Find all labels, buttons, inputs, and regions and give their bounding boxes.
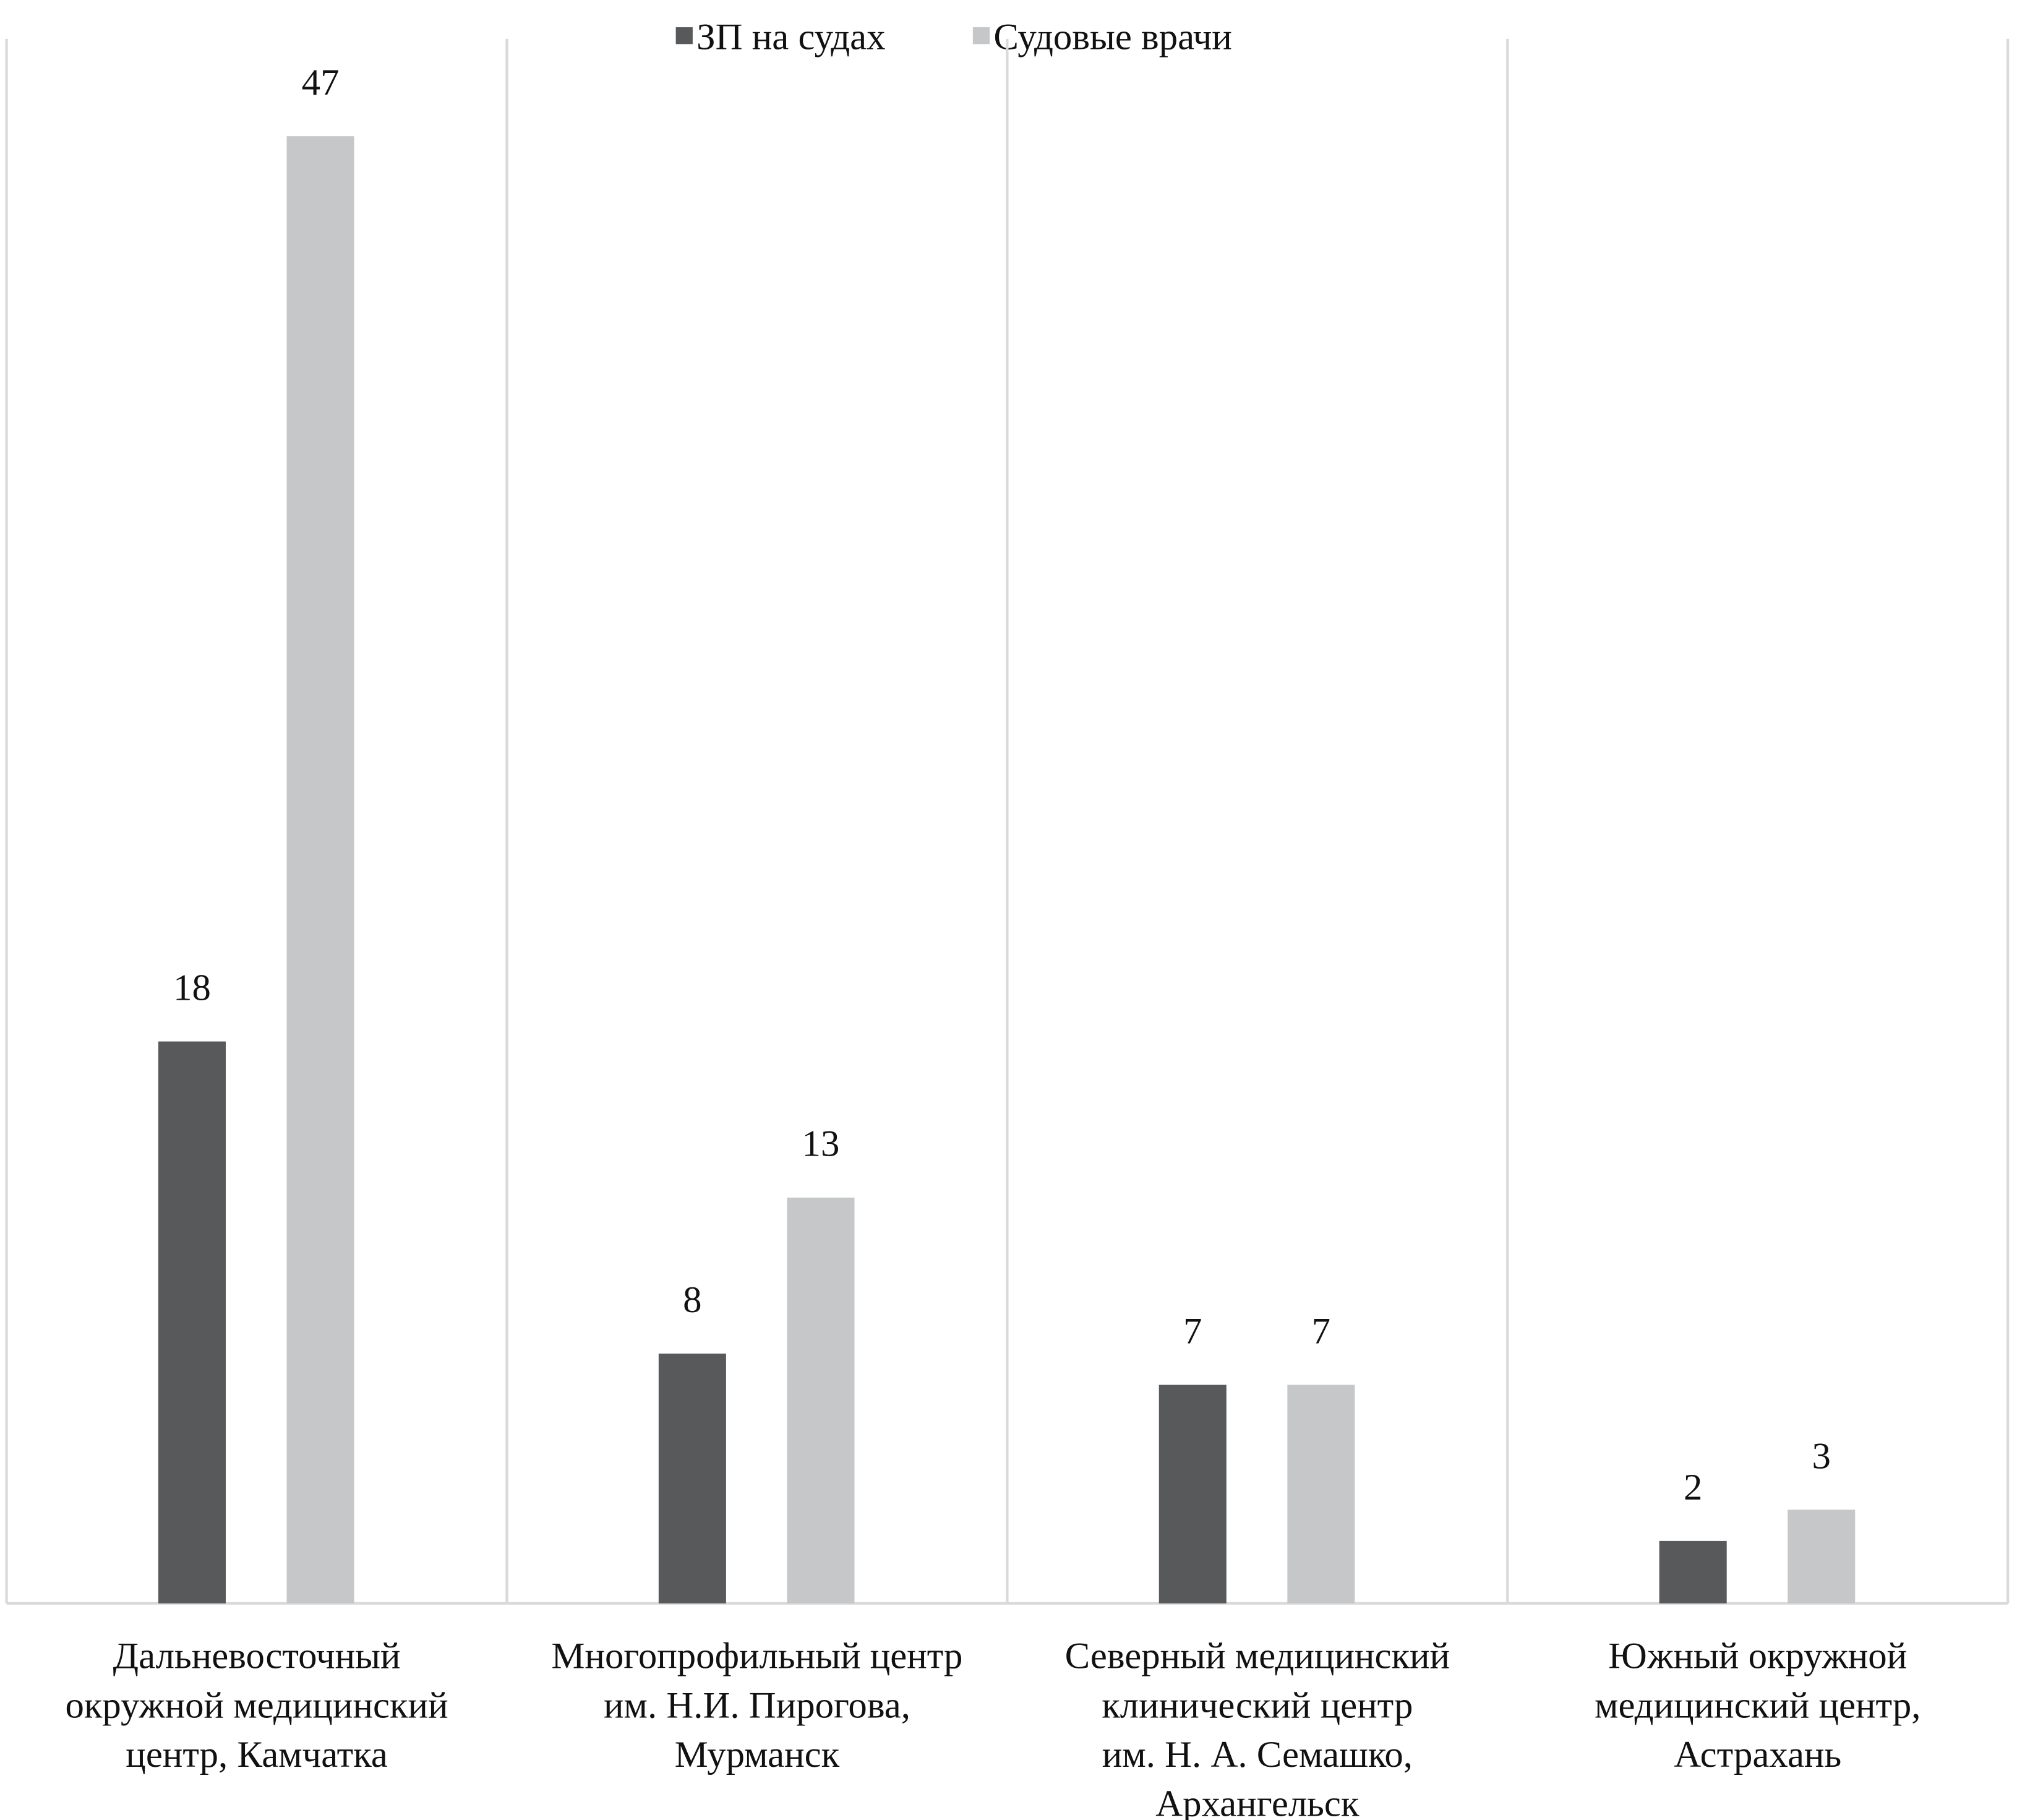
legend-swatch: [675, 27, 693, 45]
x-tick-label-line: клинический центр: [1102, 1685, 1413, 1726]
data-label: 8: [683, 1279, 701, 1321]
x-tick-label-line: Дальневосточный: [113, 1636, 401, 1677]
legend-label: ЗП на судах: [696, 17, 885, 58]
bar-zp: [658, 1354, 726, 1603]
x-tick-label: Многопрофильный центр им. Н.И. Пирогова, М…: [551, 1636, 962, 1775]
x-tick-label: Северный медицинский клинический центр им.…: [1065, 1636, 1450, 1820]
legend-swatch: [972, 27, 990, 45]
x-tick-label-line: Астрахань: [1674, 1734, 1841, 1775]
x-tick-label-line: Южный окружной: [1608, 1636, 1907, 1677]
bar-doctors: [787, 1197, 855, 1603]
x-tick-label-line: им. Н.И. Пирогова,: [604, 1685, 910, 1726]
bar-zp: [1158, 1384, 1227, 1603]
bar-zp: [158, 1041, 226, 1603]
data-label: 3: [1812, 1435, 1831, 1477]
x-tick-label: Дальневосточный окружной медицинский центр…: [65, 1636, 448, 1775]
x-tick-label-line: медицинский центр,: [1595, 1685, 1921, 1726]
x-tick-label-line: окружной медицинский: [65, 1685, 448, 1726]
bar-zp: [1659, 1540, 1727, 1603]
x-tick-label-line: Многопрофильный центр: [551, 1636, 962, 1677]
bar-doctors: [1287, 1384, 1355, 1603]
x-tick-label-line: Мурманск: [675, 1734, 840, 1775]
data-label: 13: [802, 1123, 840, 1165]
legend: ЗП на судах Судовые врачи: [675, 17, 1232, 58]
bar-doctors: [1788, 1509, 1856, 1603]
bars: [158, 136, 1856, 1603]
x-tick-label-line: центр, Камчатка: [126, 1734, 388, 1775]
x-tick-label-line: Архангельск: [1155, 1784, 1360, 1820]
x-tick-labels: Дальневосточный окружной медицинский центр…: [65, 1636, 1921, 1820]
data-label: 7: [1312, 1310, 1330, 1352]
data-label: 18: [173, 967, 211, 1008]
x-tick-label-line: им. Н. А. Семашко,: [1102, 1734, 1413, 1775]
bar-doctors: [286, 136, 354, 1603]
x-tick-label: Южный окружной медицинский центр, Астрахан…: [1595, 1636, 1921, 1775]
legend-label: Судовые врачи: [993, 17, 1231, 58]
data-labels: 18 47 8 13 7 7 2 3: [173, 62, 1831, 1508]
data-label: 7: [1183, 1310, 1202, 1352]
x-tick-label-line: Северный медицинский: [1065, 1636, 1450, 1677]
data-label: 2: [1684, 1467, 1702, 1508]
data-label: 47: [302, 62, 340, 103]
